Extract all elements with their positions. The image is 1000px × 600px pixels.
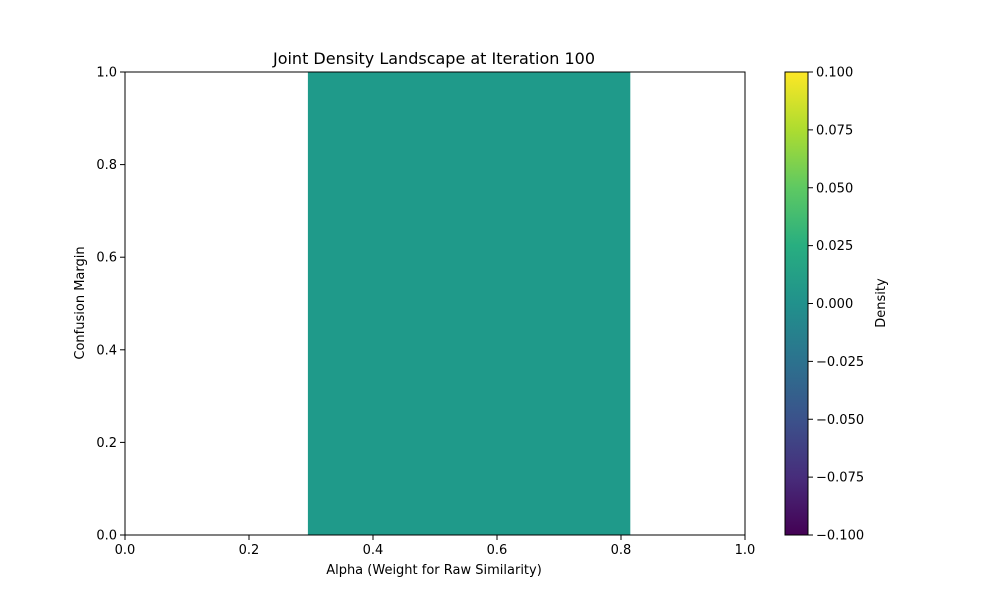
colorbar-tick-label: −0.050 bbox=[816, 413, 864, 428]
y-tick-label: 1.0 bbox=[96, 66, 117, 81]
colorbar-tick-label: 0.100 bbox=[816, 66, 853, 81]
plot-frame bbox=[124, 71, 746, 536]
x-tick-label: 0.2 bbox=[239, 543, 260, 558]
x-tick-label: 0.8 bbox=[611, 543, 632, 558]
y-tick-label: 0.6 bbox=[96, 251, 117, 266]
colorbar-tick-label: 0.075 bbox=[816, 123, 853, 138]
x-tick-label: 0.0 bbox=[115, 543, 136, 558]
colorbar: 0.100 0.075 0.050 0.025 0.000 −0.025 −0.050 −0.… bbox=[784, 66, 864, 544]
y-tick-label: 0.2 bbox=[96, 436, 117, 451]
x-axis-label: Alpha (Weight for Raw Similarity) bbox=[326, 563, 542, 578]
y-axis-label: Confusion Margin bbox=[73, 246, 88, 359]
colorbar-tick-label: −0.075 bbox=[816, 471, 864, 486]
y-axis: 0.0 0.2 0.4 0.6 0.8 1.0 bbox=[96, 66, 125, 544]
colorbar-tick-label: −0.025 bbox=[816, 355, 864, 370]
y-tick-label: 0.0 bbox=[96, 529, 117, 544]
colorbar-gradient bbox=[785, 72, 808, 535]
colorbar-label: Density bbox=[874, 278, 889, 328]
y-tick-label: 0.4 bbox=[96, 343, 117, 358]
x-axis: 0.0 0.2 0.4 0.6 0.8 1.0 bbox=[115, 535, 756, 558]
x-tick-label: 1.0 bbox=[735, 543, 756, 558]
chart-title: Joint Density Landscape at Iteration 100 bbox=[272, 49, 595, 68]
colorbar-tick-label: 0.000 bbox=[816, 297, 853, 312]
x-tick-label: 0.4 bbox=[363, 543, 384, 558]
colorbar-tick-label: −0.100 bbox=[816, 529, 864, 544]
plot-area bbox=[124, 71, 746, 536]
x-tick-label: 0.6 bbox=[487, 543, 508, 558]
y-tick-label: 0.8 bbox=[96, 158, 117, 173]
colorbar-tick-label: 0.050 bbox=[816, 181, 853, 196]
colorbar-tick-label: 0.025 bbox=[816, 239, 853, 254]
density-region-0 bbox=[307, 72, 631, 535]
